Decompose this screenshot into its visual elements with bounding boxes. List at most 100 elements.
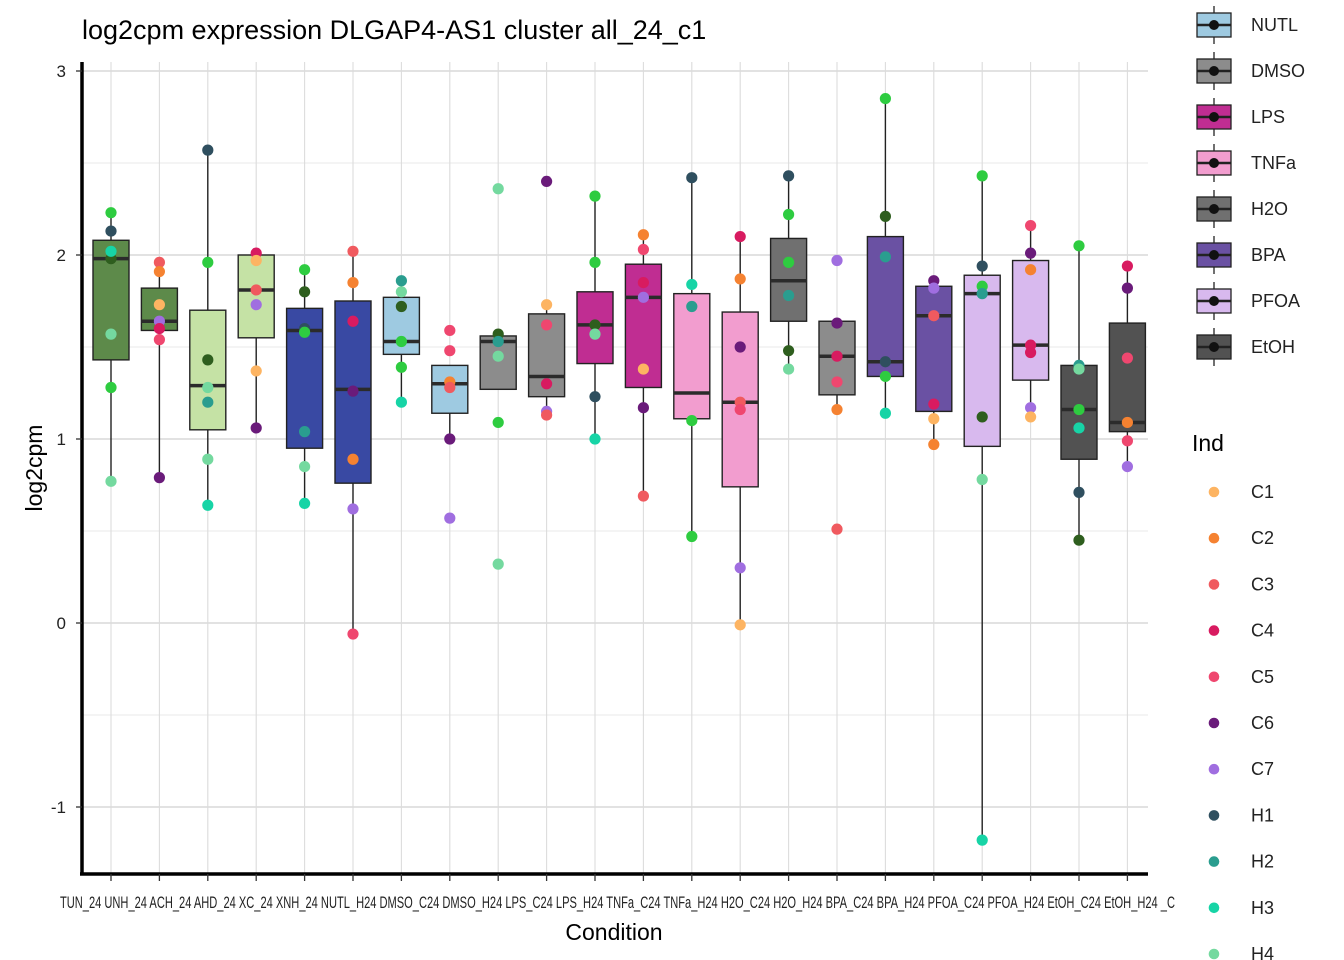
data-point [783, 345, 795, 357]
box-XNH_24 [334, 251, 372, 635]
data-point [444, 345, 456, 357]
box-NUTL_C24 [431, 364, 469, 438]
data-point [250, 365, 262, 377]
data-point [105, 475, 117, 487]
data-point [831, 317, 843, 329]
data-point [347, 277, 359, 289]
data-point [589, 433, 601, 445]
data-point [734, 562, 746, 574]
legend-ind-item-H3: H3 [1208, 898, 1274, 918]
data-point [637, 291, 650, 303]
data-point [589, 190, 601, 202]
data-point [153, 323, 165, 335]
legend-ind-item-C5: C5 [1208, 667, 1274, 687]
data-point [299, 286, 311, 298]
box-EtOH_C24 [1060, 245, 1098, 541]
data-point [444, 381, 456, 394]
legend-ind-label: H2 [1251, 852, 1274, 872]
data-point [444, 512, 456, 524]
data-point [783, 363, 795, 375]
data-point [347, 628, 359, 640]
data-point [492, 183, 504, 195]
legend-ind-item-C4: C4 [1208, 621, 1274, 641]
y-tick-label: 2 [57, 246, 66, 265]
legend-ind-label: H4 [1251, 944, 1274, 960]
data-point [1121, 282, 1133, 294]
y-tick-label: 3 [57, 62, 66, 81]
legend-ind-item-C6: C6 [1208, 713, 1274, 733]
boxes [92, 98, 1147, 841]
box-iqr [673, 292, 711, 420]
legend-ind-title: Ind [1192, 430, 1224, 456]
legend-ind-dot [1208, 948, 1220, 960]
box-UNH_24 [140, 262, 179, 478]
data-point [976, 411, 988, 423]
data-point [976, 170, 988, 182]
data-point [1121, 352, 1133, 364]
data-point [928, 398, 940, 410]
data-point [492, 558, 504, 570]
data-point [153, 334, 165, 346]
legend-ind-dot [1208, 856, 1220, 867]
data-point [105, 207, 117, 219]
data-point [444, 324, 456, 337]
data-point [395, 335, 407, 348]
legend-ind-label: C3 [1251, 574, 1274, 594]
data-point [202, 396, 214, 408]
data-point [686, 172, 698, 184]
legend-treatment-label: H2O [1251, 199, 1288, 219]
data-point [734, 273, 746, 285]
data-point [928, 310, 940, 322]
data-point [928, 438, 940, 451]
data-point [783, 170, 795, 182]
legend-ind-item-H1: H1 [1208, 805, 1274, 825]
data-point [1073, 534, 1085, 546]
legend-treatment-item-H2O: H2O [1196, 190, 1288, 228]
data-point [879, 93, 892, 105]
legend-dot [1209, 158, 1219, 168]
data-point [347, 503, 359, 515]
data-point [105, 245, 117, 257]
legend-treatment-label: LPS [1251, 107, 1285, 127]
data-point [347, 453, 359, 465]
legend-treatment-label: DMSO [1251, 61, 1305, 81]
data-point [1073, 240, 1085, 252]
legend-ind-item-C1: C1 [1208, 482, 1274, 502]
box-iqr [915, 285, 953, 413]
legend-treatment-item-BPA: BPA [1196, 236, 1286, 274]
legend-dot [1209, 204, 1219, 214]
data-point [928, 413, 940, 425]
legend-ind-label: C1 [1251, 482, 1274, 502]
legend-ind-label: C6 [1251, 713, 1274, 733]
legend-treatment-item-EtOH: EtOH [1196, 328, 1295, 366]
data-point [1025, 264, 1037, 276]
data-point [395, 300, 407, 313]
data-point [879, 356, 892, 368]
box-TNFa_C24 [673, 177, 711, 537]
data-point [492, 416, 504, 429]
legend-ind-item-C3: C3 [1208, 574, 1274, 594]
box-iqr [1011, 259, 1050, 381]
data-point [783, 256, 795, 268]
legend-ind-dot [1208, 486, 1220, 498]
box-LPS_C24 [576, 196, 614, 439]
legend-treatment-label: BPA [1251, 245, 1286, 265]
data-point [153, 265, 165, 278]
data-point [1121, 416, 1133, 429]
legend-treatment-label: TNFa [1251, 153, 1297, 173]
data-point [395, 396, 407, 408]
data-point [831, 376, 843, 388]
box-iqr [1108, 322, 1147, 433]
data-point [976, 834, 988, 846]
data-point [1025, 247, 1037, 259]
box-iqr [189, 309, 227, 431]
legend-ind-dot [1208, 579, 1220, 590]
legend-ind-dot [1208, 671, 1220, 683]
legend-dot [1209, 250, 1219, 260]
data-point [541, 175, 553, 187]
legend-ind-label: C7 [1251, 759, 1274, 779]
data-point [250, 299, 262, 311]
legend-treatment-item-NUTL: NUTL [1196, 6, 1298, 44]
legend-treatment-label: EtOH [1251, 337, 1295, 357]
data-point [686, 415, 698, 427]
